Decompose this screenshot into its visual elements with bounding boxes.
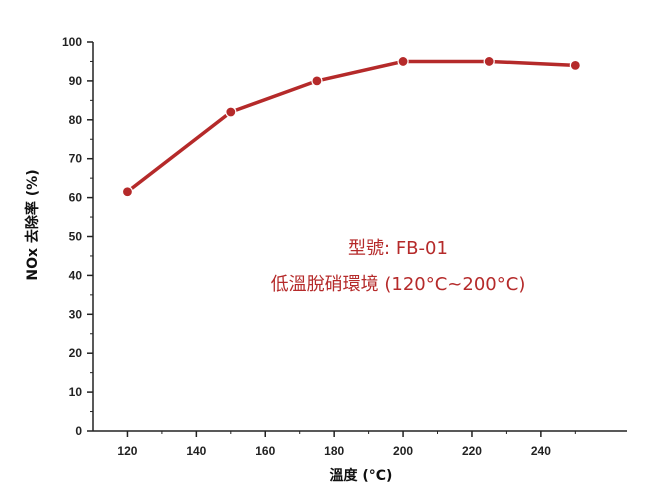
data-point bbox=[311, 75, 323, 87]
y-tick-label: 100 bbox=[62, 35, 82, 49]
x-axis-label: 溫度 (°C) bbox=[330, 467, 393, 484]
x-tick-label: 160 bbox=[255, 444, 275, 458]
y-tick-label: 60 bbox=[69, 191, 83, 205]
x-tick-label: 140 bbox=[186, 444, 206, 458]
series-group bbox=[121, 55, 581, 198]
data-point bbox=[397, 55, 409, 68]
x-tick-label: 180 bbox=[324, 444, 344, 458]
y-tick-label: 80 bbox=[69, 113, 83, 127]
y-tick-label: 0 bbox=[75, 424, 82, 438]
data-point bbox=[483, 55, 495, 68]
x-tick-label: 240 bbox=[531, 444, 551, 458]
y-tick-label: 90 bbox=[69, 74, 83, 88]
annotation-environment: 低溫脫硝環境 (120°C~200°C) bbox=[271, 274, 526, 295]
x-tick-label: 220 bbox=[462, 444, 482, 458]
ticks: 0 10 20 30 40 50 60 70 80 90 100 120 140 160 180 200 220… bbox=[62, 35, 576, 458]
x-tick-label: 120 bbox=[117, 444, 137, 458]
data-point bbox=[569, 59, 581, 71]
y-tick-label: 30 bbox=[69, 307, 83, 321]
axes bbox=[92, 42, 627, 432]
series-line bbox=[125, 59, 578, 194]
data-point bbox=[121, 186, 134, 198]
y-tick-label: 50 bbox=[69, 230, 83, 244]
y-tick-label: 70 bbox=[69, 152, 83, 166]
y-tick-label: 10 bbox=[69, 385, 83, 399]
y-tick-label: 20 bbox=[69, 346, 83, 360]
x-tick-label: 200 bbox=[393, 444, 413, 458]
y-axis-label: NOx 去除率 (%) bbox=[24, 169, 41, 280]
y-tick-label: 40 bbox=[69, 268, 83, 282]
annotation-model: 型號: FB-01 bbox=[348, 238, 448, 259]
data-point bbox=[225, 106, 237, 118]
